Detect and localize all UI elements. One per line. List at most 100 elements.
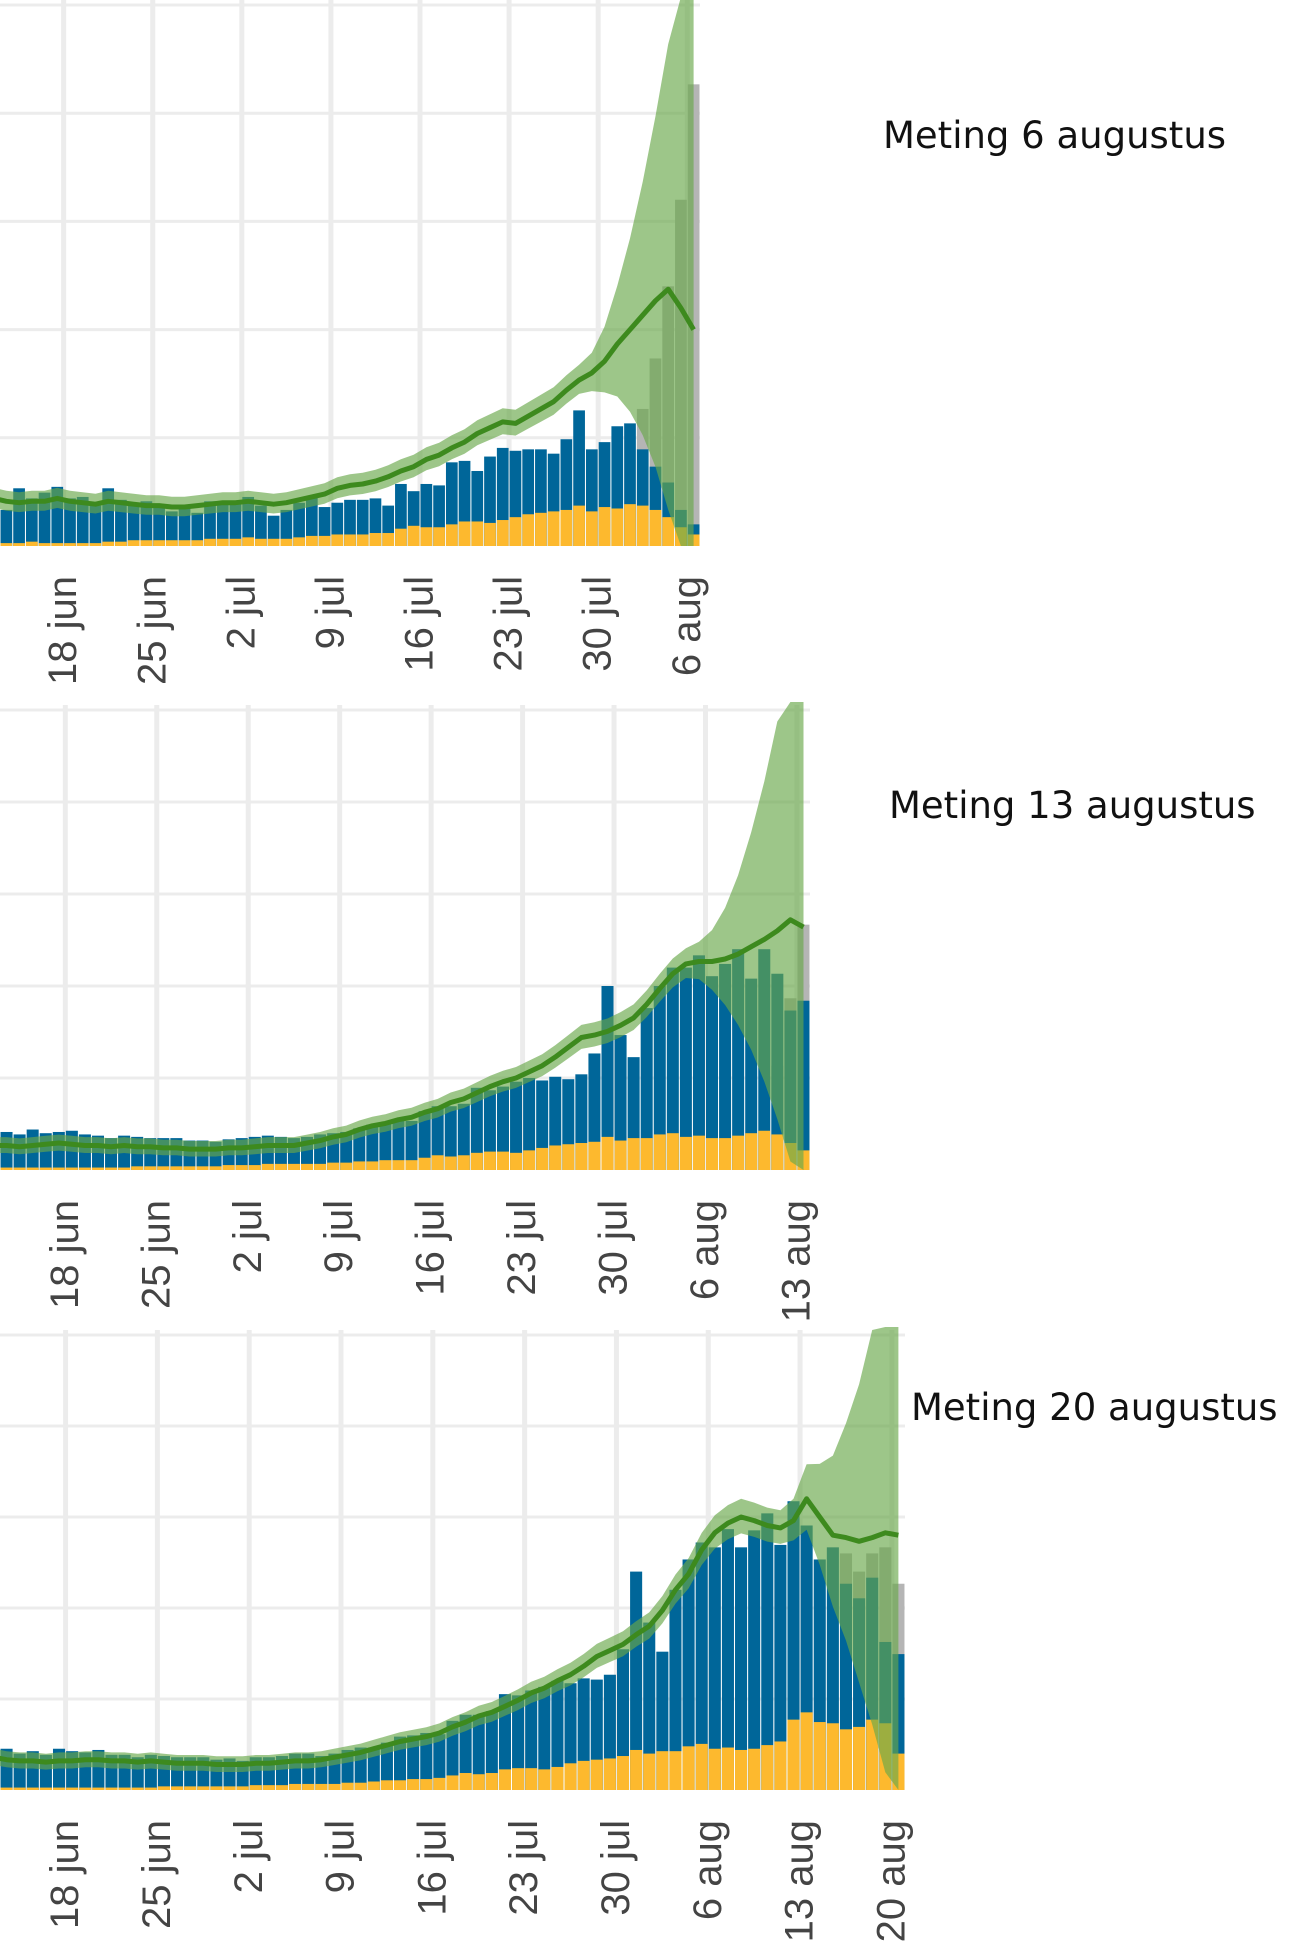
bar-subset [523,1150,536,1170]
bar-subset [653,1134,666,1170]
bar-total [0,509,13,546]
bar-total [444,1106,457,1170]
bar-subset [601,1136,614,1170]
bar-subset [327,1162,340,1170]
bar-subset [262,1785,275,1790]
bar-subset [394,1780,407,1790]
bar-subset [0,1167,13,1170]
bar-subset [431,1155,444,1170]
bar-total [643,1622,656,1790]
bar-subset [483,1151,496,1170]
bar-subset [522,514,535,546]
bar-subset [157,1786,170,1790]
bar-subset [418,1157,431,1170]
bar-total [649,466,662,546]
bar-subset [562,1144,575,1170]
bar-subset [255,538,267,546]
bar-total [735,1547,748,1790]
bar-subset [235,1165,248,1170]
bar-total [470,1087,483,1170]
bar-subset [197,1786,210,1790]
bar-total [498,1694,511,1790]
x-tick-label: 25 jun [130,576,174,685]
bar-subset [144,1166,157,1170]
bar-total [178,505,191,546]
bar-total [708,1547,721,1790]
bar-subset [261,1163,274,1170]
bar-subset [105,1167,118,1170]
bar-total [787,1501,800,1790]
bar-subset [771,1134,784,1170]
bar-total [472,1714,485,1790]
bar-subset [564,1763,577,1790]
bar-subset [302,1783,315,1790]
bar-total [255,505,267,546]
x-tick-label: 13 aug [778,1820,822,1942]
bar-subset [314,1163,327,1170]
bar-total [38,492,51,546]
bar-subset [472,1774,485,1790]
bar-subset [184,1786,197,1790]
bar-subset [853,1726,866,1790]
bar-subset [196,1166,209,1170]
x-tick-label: 16 jul [398,576,442,672]
x-tick-label: 18 jun [43,1820,87,1929]
bar-total [25,498,38,546]
bar-subset [721,1747,734,1790]
bar-total [761,1513,774,1790]
bar-subset [140,540,153,546]
bar-subset [485,1773,498,1790]
bar-subset [643,1753,656,1790]
bar-subset [445,524,458,546]
bar-total [64,498,76,546]
bar-total [115,499,127,546]
bar-subset [204,538,216,546]
bar-subset [118,1787,131,1790]
bar-subset [380,1780,393,1790]
bar-total [523,1078,536,1170]
bar-subset [692,1135,705,1170]
bar-subset [758,1130,771,1170]
bar-total [695,1542,708,1790]
bar-subset [547,511,560,546]
bar-subset [209,1166,222,1170]
bar-total [653,986,666,1170]
bar-subset [588,1141,601,1170]
bar-subset [708,1748,721,1790]
bar-total [485,1711,498,1790]
bar-subset [787,1719,800,1790]
bar-total [369,498,382,546]
bar-subset [575,1143,588,1170]
bar-subset [745,1133,758,1170]
bar-subset [340,1162,353,1170]
bar-subset [687,534,700,546]
bar-total [719,963,732,1170]
bar-subset [433,1777,446,1790]
bar-total [392,1120,405,1170]
x-tick-label: 16 jul [409,1200,453,1296]
bar-total [483,1090,496,1170]
bar-subset [76,543,89,546]
bar-subset [509,517,522,546]
bar-subset [318,535,331,546]
bar-total [395,483,407,546]
bar-total [706,976,719,1170]
bar-subset [79,1787,92,1790]
bar-total [153,505,165,546]
bar-total [420,1732,433,1790]
x-tick-label: 25 jun [134,1200,178,1309]
bar-total [547,453,560,546]
bar-subset [407,1779,420,1790]
bar-total [682,1559,695,1790]
bar-subset [735,1749,748,1790]
bar-total [484,456,496,546]
bar-subset [732,1135,745,1170]
bar-subset [183,1166,196,1170]
bar-subset [267,538,280,546]
bar-subset [13,1787,26,1790]
bar-total [535,449,547,546]
bar-subset [367,1781,380,1790]
bar-total [459,1714,472,1790]
bar-total [293,502,305,546]
bar-total [89,505,102,546]
